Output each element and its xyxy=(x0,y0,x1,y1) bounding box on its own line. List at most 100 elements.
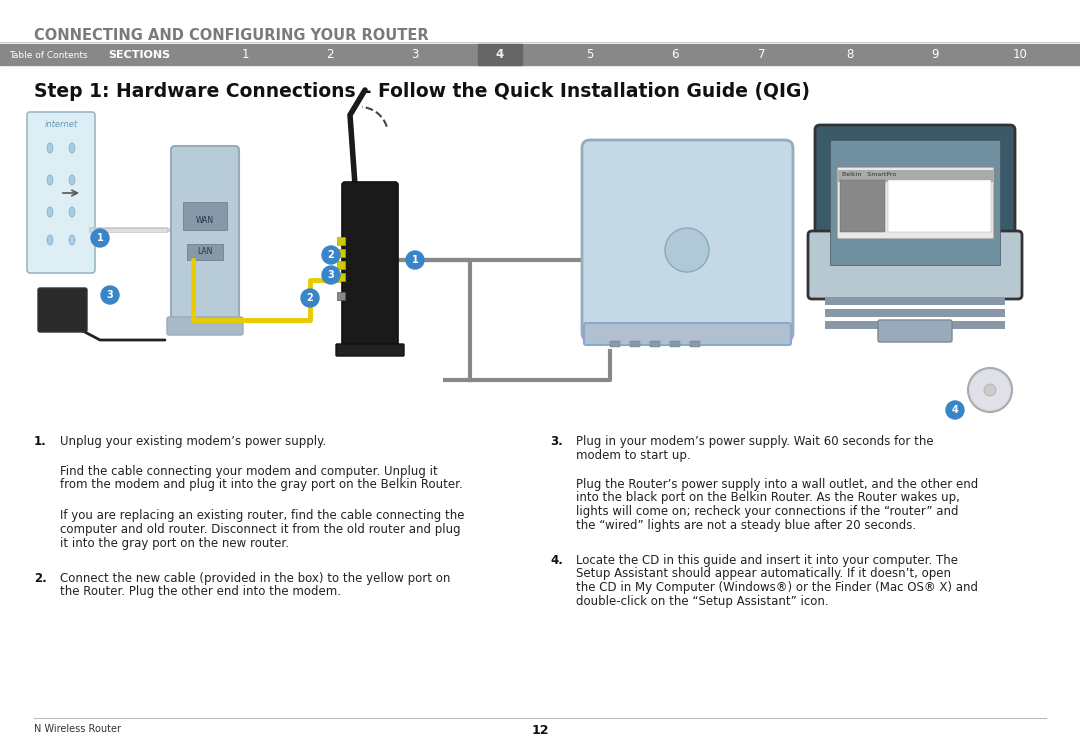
Bar xyxy=(337,249,345,257)
Text: Belkin   SmartPro: Belkin SmartPro xyxy=(842,172,896,177)
Text: 3.: 3. xyxy=(550,435,563,448)
FancyBboxPatch shape xyxy=(171,146,239,329)
Text: computer and old router. Disconnect it from the old router and plug: computer and old router. Disconnect it f… xyxy=(60,523,461,536)
Bar xyxy=(840,180,885,232)
Text: 12: 12 xyxy=(531,724,549,737)
Text: the CD in My Computer (Windows®) or the Finder (Mac OS® X) and: the CD in My Computer (Windows®) or the … xyxy=(576,581,978,594)
FancyBboxPatch shape xyxy=(837,167,994,239)
Text: Plug in your modem’s power supply. Wait 60 seconds for the: Plug in your modem’s power supply. Wait … xyxy=(576,435,933,448)
Text: Setup Assistant should appear automatically. If it doesn’t, open: Setup Assistant should appear automatica… xyxy=(576,568,951,581)
Text: internet: internet xyxy=(44,120,78,129)
Bar xyxy=(478,44,522,65)
Bar xyxy=(337,292,345,300)
Bar xyxy=(690,341,700,347)
Text: modem to start up.: modem to start up. xyxy=(576,448,690,461)
Circle shape xyxy=(984,384,996,396)
Text: 3: 3 xyxy=(327,270,335,280)
Circle shape xyxy=(301,289,319,307)
Text: 2: 2 xyxy=(327,250,335,260)
FancyBboxPatch shape xyxy=(336,344,404,356)
Bar xyxy=(337,237,345,245)
FancyBboxPatch shape xyxy=(342,182,399,353)
Ellipse shape xyxy=(48,235,53,245)
Circle shape xyxy=(322,266,340,284)
Bar xyxy=(337,261,345,269)
Text: Plug the Router’s power supply into a wall outlet, and the other end: Plug the Router’s power supply into a wa… xyxy=(576,478,978,491)
Bar xyxy=(838,170,993,182)
FancyBboxPatch shape xyxy=(167,317,243,335)
Circle shape xyxy=(322,246,340,264)
Text: Connect the new cable (provided in the box) to the yellow port on: Connect the new cable (provided in the b… xyxy=(60,572,450,585)
Text: the Router. Plug the other end into the modem.: the Router. Plug the other end into the … xyxy=(60,585,341,599)
Circle shape xyxy=(968,368,1012,412)
Text: N Wireless Router: N Wireless Router xyxy=(33,724,121,734)
Bar xyxy=(670,341,680,347)
Ellipse shape xyxy=(48,143,53,153)
Text: Find the cable connecting your modem and computer. Unplug it: Find the cable connecting your modem and… xyxy=(60,464,437,478)
FancyBboxPatch shape xyxy=(27,112,95,273)
Text: 1.: 1. xyxy=(33,435,46,448)
Text: 8: 8 xyxy=(847,48,853,61)
Bar xyxy=(187,244,222,260)
Circle shape xyxy=(946,401,964,419)
Text: 4: 4 xyxy=(496,48,504,61)
FancyBboxPatch shape xyxy=(808,231,1022,299)
Text: 4: 4 xyxy=(951,405,958,415)
Text: Unplug your existing modem’s power supply.: Unplug your existing modem’s power suppl… xyxy=(60,435,326,448)
Bar xyxy=(337,273,345,281)
Text: the “wired” lights are not a steady blue after 20 seconds.: the “wired” lights are not a steady blue… xyxy=(576,519,916,531)
Text: 2: 2 xyxy=(326,48,334,61)
Circle shape xyxy=(665,228,708,272)
Text: 2: 2 xyxy=(307,293,313,303)
Circle shape xyxy=(91,229,109,247)
Text: into the black port on the Belkin Router. As the Router wakes up,: into the black port on the Belkin Router… xyxy=(576,491,960,504)
Bar xyxy=(888,180,991,232)
Bar xyxy=(630,341,640,347)
Ellipse shape xyxy=(69,143,75,153)
Text: If you are replacing an existing router, find the cable connecting the: If you are replacing an existing router,… xyxy=(60,510,464,522)
Text: lights will come on; recheck your connections if the “router” and: lights will come on; recheck your connec… xyxy=(576,505,959,518)
Text: 1: 1 xyxy=(241,48,248,61)
Ellipse shape xyxy=(69,175,75,185)
Text: WAN: WAN xyxy=(195,216,214,225)
Text: Table of Contents: Table of Contents xyxy=(9,51,87,60)
Text: Locate the CD in this guide and insert it into your computer. The: Locate the CD in this guide and insert i… xyxy=(576,554,958,567)
Bar xyxy=(825,297,1005,305)
Text: 1: 1 xyxy=(411,255,418,265)
Text: 1: 1 xyxy=(96,233,104,243)
Text: 3: 3 xyxy=(107,290,113,300)
Bar xyxy=(610,341,620,347)
Circle shape xyxy=(406,251,424,269)
FancyBboxPatch shape xyxy=(38,288,87,332)
Text: from the modem and plug it into the gray port on the Belkin Router.: from the modem and plug it into the gray… xyxy=(60,478,462,491)
Text: LAN: LAN xyxy=(198,247,213,256)
Bar xyxy=(650,341,660,347)
Text: 7: 7 xyxy=(758,48,766,61)
FancyBboxPatch shape xyxy=(582,140,793,341)
Text: SECTIONS: SECTIONS xyxy=(108,50,171,60)
Text: 2.: 2. xyxy=(33,572,46,585)
Text: 6: 6 xyxy=(672,48,678,61)
Text: it into the gray port on the new router.: it into the gray port on the new router. xyxy=(60,537,289,550)
Text: 10: 10 xyxy=(1013,48,1027,61)
Circle shape xyxy=(102,286,119,304)
Text: 9: 9 xyxy=(931,48,939,61)
Text: Step 1: Hardware Connections – Follow the Quick Installation Guide (QIG): Step 1: Hardware Connections – Follow th… xyxy=(33,82,810,101)
Bar xyxy=(183,202,227,230)
Ellipse shape xyxy=(69,235,75,245)
FancyBboxPatch shape xyxy=(878,320,951,342)
Text: 3: 3 xyxy=(411,48,419,61)
FancyBboxPatch shape xyxy=(584,323,791,345)
Bar xyxy=(0,44,1080,65)
Ellipse shape xyxy=(48,207,53,217)
Text: 5: 5 xyxy=(586,48,594,61)
Bar xyxy=(831,140,1000,265)
Ellipse shape xyxy=(48,175,53,185)
Bar xyxy=(825,309,1005,317)
Text: double-click on the “Setup Assistant” icon.: double-click on the “Setup Assistant” ic… xyxy=(576,594,828,608)
Bar xyxy=(825,321,1005,329)
FancyBboxPatch shape xyxy=(815,125,1015,280)
Text: 4.: 4. xyxy=(550,554,563,567)
Text: CONNECTING AND CONFIGURING YOUR ROUTER: CONNECTING AND CONFIGURING YOUR ROUTER xyxy=(33,28,429,43)
Ellipse shape xyxy=(69,207,75,217)
